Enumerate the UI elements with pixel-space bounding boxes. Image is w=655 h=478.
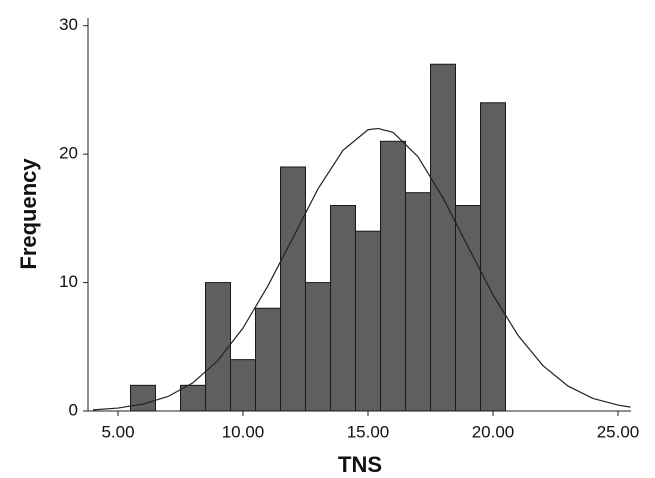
x-tick-label: 25.00 xyxy=(597,422,640,441)
normal-curve xyxy=(92,127,631,411)
x-tick-label: 15.00 xyxy=(347,422,390,441)
x-tick-label: 20.00 xyxy=(472,422,515,441)
bar xyxy=(455,205,481,412)
y-axis-title: Frequency xyxy=(16,158,41,270)
x-tick-label: 5.00 xyxy=(101,422,134,441)
x-tick-label: 10.00 xyxy=(222,422,265,441)
x-axis-title: TNS xyxy=(338,452,382,477)
bar xyxy=(355,230,381,412)
y-tick-label: 10 xyxy=(59,272,78,291)
bar xyxy=(430,63,456,412)
bar xyxy=(130,384,156,412)
bar xyxy=(230,359,256,412)
bar xyxy=(205,282,231,412)
bar xyxy=(305,282,331,412)
bar xyxy=(380,140,406,412)
y-tick-label: 20 xyxy=(59,144,78,163)
bar xyxy=(405,192,431,412)
y-tick-label: 0 xyxy=(69,400,78,419)
bar xyxy=(255,307,281,412)
bar xyxy=(330,205,356,412)
bar xyxy=(180,384,206,412)
bar xyxy=(280,166,306,412)
bar xyxy=(480,102,506,412)
y-tick-label: 30 xyxy=(59,15,78,34)
